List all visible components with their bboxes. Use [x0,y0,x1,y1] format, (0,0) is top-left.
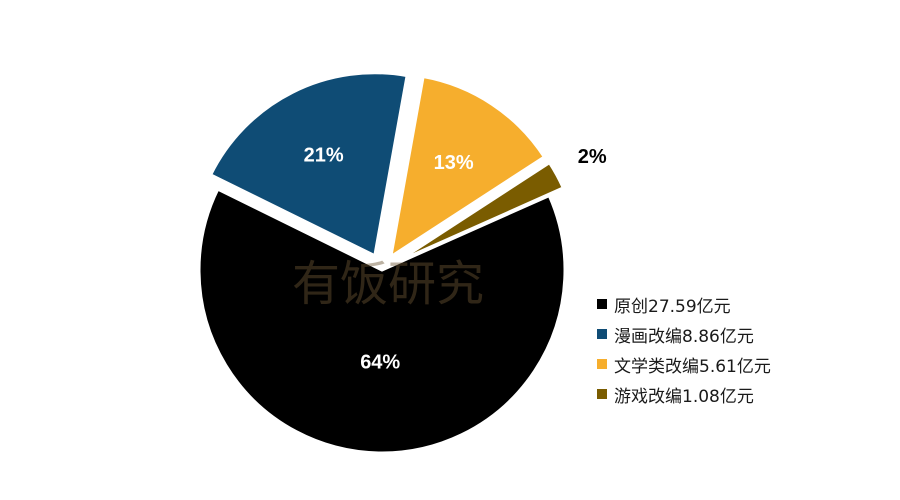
pie-label-original: 64% [360,351,400,373]
pie-percent-labels: 64% 21% 13% 2% [304,144,607,373]
pie-slices [197,71,567,455]
legend-swatch [597,359,607,369]
pie-slice-original [197,187,567,455]
legend-label: 原创27.59亿元 [614,296,731,317]
legend-item-comic: 漫画改编8.86亿元 [597,319,771,349]
watermark: 有饭研究 [292,256,484,312]
pie-slice-comic [209,71,409,258]
legend-swatch [597,389,607,399]
legend-swatch [597,299,607,309]
pie-slice-game [394,161,565,264]
legend-item-original: 原创27.59亿元 [597,289,771,319]
legend-label: 漫画改编8.86亿元 [614,326,754,347]
legend-swatch [597,329,607,339]
legend-label: 游戏改编1.08亿元 [614,386,754,407]
pie-slice-literature [389,75,546,259]
pie-label-literature: 13% [434,152,474,174]
legend-item-game: 游戏改编1.08亿元 [597,379,771,409]
pie-label-comic: 21% [304,144,344,166]
legend-label: 文学类改编5.61亿元 [614,356,771,377]
legend: 原创27.59亿元 漫画改编8.86亿元 文学类改编5.61亿元 游戏改编1.0… [597,289,771,409]
legend-item-literature: 文学类改编5.61亿元 [597,349,771,379]
pie-label-game: 2% [578,146,607,168]
